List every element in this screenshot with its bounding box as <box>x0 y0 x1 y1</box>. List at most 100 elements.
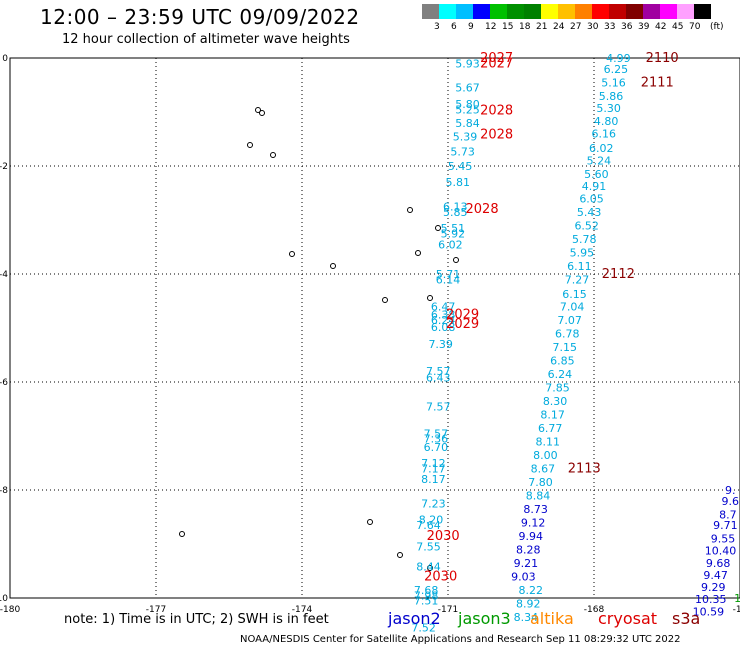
island-outline <box>247 142 253 148</box>
data-label-altika: 5.92 <box>441 228 466 241</box>
data-label-altika: 6.24 <box>548 368 573 381</box>
colorbar-label: 6 <box>451 22 457 32</box>
colorbar-label: 45 <box>672 22 684 32</box>
data-label-jason2: 9.03 <box>511 570 536 583</box>
island-outline <box>330 263 336 269</box>
colorbar-swatch <box>490 4 507 19</box>
data-label-altika: 5.45 <box>448 160 473 173</box>
island-outline <box>415 250 421 256</box>
colorbar-swatch <box>660 4 677 19</box>
data-label-altika: 7.57 <box>424 427 449 440</box>
satellite-legend-cryosat: cryosat <box>598 609 658 628</box>
data-label-altika: 5.16 <box>601 76 626 89</box>
data-label-cryosat: 2028 <box>466 202 499 217</box>
data-label-jason2: 9. <box>725 484 736 497</box>
data-label-jason2: 10.40 <box>705 544 737 557</box>
data-label-altika: 7.51 <box>414 595 439 608</box>
data-label-cryosat: 2030 <box>424 569 457 584</box>
colorbar-label: 12 <box>485 22 497 32</box>
data-label-jason2: 9.12 <box>521 516 546 529</box>
y-tick-label: -6 <box>0 378 8 388</box>
data-label-altika: 7.52 <box>411 622 436 635</box>
chart-subtitle: 12 hour collection of altimeter wave hei… <box>62 32 350 47</box>
x-tick-label: -180 <box>0 605 20 615</box>
data-label-jason2: 9.94 <box>518 530 543 543</box>
data-label-altika: 7.15 <box>553 341 578 354</box>
colorbar-swatch <box>524 4 541 19</box>
colorbar-swatch <box>507 4 524 19</box>
colorbar-label: 70 <box>689 22 701 32</box>
data-label-altika: 6.02 <box>589 142 614 155</box>
y-tick-label: -2 <box>0 162 8 172</box>
island-outline <box>270 152 276 158</box>
colorbar-swatch <box>592 4 609 19</box>
satellite-legend-jason2: jason2 <box>388 609 441 628</box>
data-label-altika: 5.30 <box>596 102 621 115</box>
data-label-altika: 7.57 <box>426 400 451 413</box>
colorbar-swatch <box>677 4 694 19</box>
colorbar-label: 27 <box>570 22 582 32</box>
data-label-altika: 4.91 <box>582 180 607 193</box>
x-tick-label: -177 <box>146 605 166 615</box>
data-label-altika: 6.25 <box>604 63 629 76</box>
data-label-cryosat: 2028 <box>480 128 513 143</box>
data-label-altika: 6.52 <box>574 219 599 232</box>
x-tick-label: -171 <box>438 605 458 615</box>
data-label-altika: 6.38 <box>431 309 456 322</box>
footer-note: note: 1) Time is in UTC; 2) SWH is in fe… <box>64 612 329 627</box>
data-label-altika: 6.47 <box>431 300 456 313</box>
data-label-altika: 8.84 <box>526 489 551 502</box>
colorbar-swatch <box>643 4 660 19</box>
colorbar-label: 24 <box>553 22 565 32</box>
data-label-altika: 5.86 <box>599 90 624 103</box>
data-label-altika: 8.17 <box>421 473 446 486</box>
data-label-altika: 5.78 <box>572 233 597 246</box>
x-tick-label: -168 <box>584 605 605 615</box>
data-label-altika: 6.08 <box>431 321 456 334</box>
data-label-altika: 4.99 <box>606 52 631 65</box>
island-outline <box>435 225 441 231</box>
island-outline <box>382 297 388 303</box>
colorbar-label: 30 <box>587 22 599 32</box>
data-label-altika: 6.70 <box>424 441 449 454</box>
data-label-altika: 6.16 <box>591 128 616 141</box>
data-label-altika: 6.15 <box>562 288 587 301</box>
data-label-altika: 7.12 <box>421 457 446 470</box>
colorbar-swatch <box>541 4 558 19</box>
data-label-altika: 8.34 <box>514 611 539 624</box>
y-tick-label: -10 <box>0 594 8 604</box>
data-label-altika: 5.43 <box>577 206 602 219</box>
data-label-altika: 5.39 <box>453 130 478 143</box>
colorbar-swatch <box>422 4 439 19</box>
data-label-altika: 7.27 <box>565 273 590 286</box>
colorbar-swatch <box>694 4 711 19</box>
colorbar-label: 39 <box>638 22 650 32</box>
data-label-altika: 8.44 <box>416 561 441 574</box>
data-label-cryosat: 2027 <box>480 56 513 71</box>
colorbar-label: 36 <box>621 22 633 32</box>
colorbar-swatch <box>575 4 592 19</box>
data-label-altika: 5.24 <box>587 155 612 168</box>
y-tick-label: -8 <box>0 486 8 496</box>
island-outline <box>179 531 185 537</box>
unit-label: (ft) <box>710 22 724 32</box>
data-label-altika: 6.05 <box>579 192 604 205</box>
colorbar-swatch <box>473 4 490 19</box>
data-label-cryosat: 2029 <box>446 317 479 332</box>
data-label-s3a: 2112 <box>602 267 635 282</box>
data-label-altika: 6.85 <box>550 354 575 367</box>
island-outline <box>427 565 433 571</box>
data-label-jason2: 9.47 <box>703 569 728 582</box>
chart-title: 12:00 – 23:59 UTC 09/09/2022 <box>40 5 360 29</box>
colorbar-label: 42 <box>655 22 667 32</box>
island-outline <box>453 257 459 263</box>
data-label-altika: 8.20 <box>419 514 444 527</box>
x-tick-label: -16 <box>733 605 740 615</box>
island-outline <box>255 107 261 113</box>
data-label-cryosat: 2029 <box>446 308 479 323</box>
data-label-altika: 6.77 <box>538 422 563 435</box>
y-tick-label: -4 <box>0 270 8 280</box>
footer-credit: NOAA/NESDIS Center for Satellite Applica… <box>240 634 681 645</box>
island-outline <box>367 519 373 525</box>
colorbar-swatch <box>558 4 575 19</box>
